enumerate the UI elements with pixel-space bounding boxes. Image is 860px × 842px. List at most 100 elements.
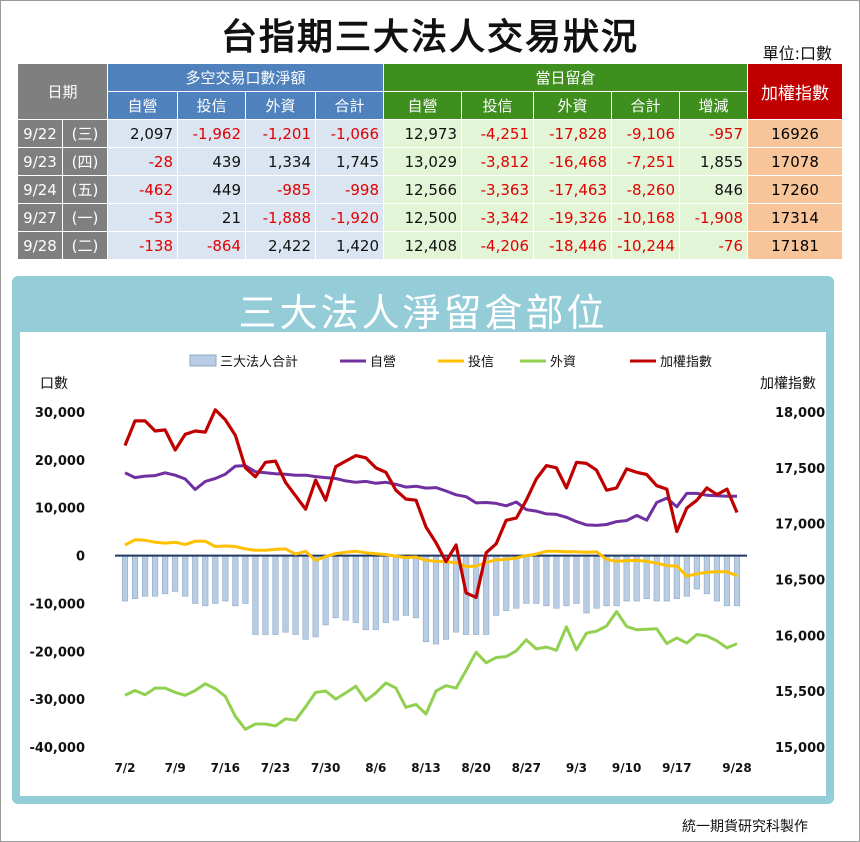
total-bar [292,555,299,635]
index-cell: 17314 [747,203,843,232]
x-tick-label: 7/23 [261,761,290,775]
oi-cell: -4,251 [461,119,534,148]
index-cell: 17078 [747,147,843,176]
net-cell: -462 [107,175,178,204]
plot-area: 口數 加權指數 30,000 20,000 10,000 0 -10,000 -20,000 -… [20,332,826,796]
oi-subheader: 投信 [461,91,534,120]
row-date: 9/27 [17,203,63,232]
row-weekday: (一) [62,203,108,232]
series-line-index [123,408,739,599]
oi-cell: -9,106 [611,119,680,148]
table-row: 9/24 (五) -462 449 -985 -998 12,566 -3,363 -17,46… [17,175,843,204]
y-right-tick: 16,000 [775,629,825,644]
total-bar [262,555,269,635]
series-line-trust [124,538,738,578]
net-group-header: 多空交易口數淨額 [107,63,384,92]
net-cell: -1,066 [315,119,384,148]
total-bar [392,555,399,621]
total-bar [232,555,239,607]
net-cell: -1,201 [245,119,316,148]
legend-label: 自營 [370,355,396,370]
index-cell: 16926 [747,119,843,148]
oi-cell: -76 [679,231,748,260]
total-bar [513,555,520,609]
total-bar [282,555,289,633]
total-bar [573,555,580,604]
table-row: 9/28 (二) -138 -864 2,422 1,420 12,408 -4,206 -18… [17,231,843,260]
total-bar [202,555,209,607]
legend-label: 加權指數 [660,355,712,370]
total-bar [402,555,409,616]
x-tick-label: 8/20 [461,761,490,775]
index-cell: 17260 [747,175,843,204]
footer-credit: 統一期貨研究科製作 [682,819,808,835]
total-bar [312,555,319,638]
row-date: 9/23 [17,147,63,176]
oi-cell: -4,206 [461,231,534,260]
total-bar [493,555,500,616]
total-bar [362,555,369,631]
net-cell: 1,745 [315,147,384,176]
row-weekday: (五) [62,175,108,204]
row-date: 9/28 [17,231,63,260]
oi-subheader: 合計 [611,91,680,120]
y-left-label: 口數 [40,376,68,392]
total-bar [182,555,189,597]
total-bar [152,555,159,597]
oi-cell: -3,342 [461,203,534,232]
y-left-tick: -20,000 [29,645,85,660]
oi-cell: 12,408 [383,231,462,260]
oi-cell: 1,855 [679,147,748,176]
oi-cell: -8,260 [611,175,680,204]
series-line-dealer [124,464,737,527]
total-bar [192,555,199,604]
index-header: 加權指數 [747,63,843,120]
oi-cell: -3,812 [461,147,534,176]
total-bar [432,555,440,645]
y-right-tick: 17,000 [775,518,825,533]
total-bar [172,555,179,592]
row-weekday: (三) [62,119,108,148]
oi-cell: -957 [679,119,748,148]
total-bar [583,555,590,614]
legend-swatch-total [189,354,217,367]
row-date: 9/22 [17,119,63,148]
total-bar [633,555,640,602]
total-bar [663,555,670,602]
total-bar [162,555,169,595]
total-bar [222,555,229,602]
total-bar [422,555,430,643]
oi-cell: -1,908 [679,203,748,232]
oi-cell: -19,326 [533,203,612,232]
table-row: 9/27 (一) -53 21 -1,888 -1,920 12,500 -3,342 -19,… [17,203,843,232]
oi-cell: 846 [679,175,748,204]
net-position-chart: 口數 加權指數 30,000 20,000 10,000 0 -10,000 -20,000 -… [29,354,825,775]
oi-cell: 13,029 [383,147,462,176]
x-tick-label: 8/6 [365,761,386,775]
x-tick-label: 7/9 [165,761,186,775]
legend-label: 投信 [468,354,494,370]
page-title: 台指期三大法人交易狀況 [220,17,639,58]
total-bar [342,555,349,621]
total-bar [142,555,149,597]
net-cell: -864 [177,231,246,260]
total-bar [733,555,741,607]
oi-group-header: 當日留倉 [383,63,748,92]
net-cell: 439 [177,147,246,176]
total-bar [603,555,610,607]
net-cell: 449 [177,175,246,204]
x-tick-label: 7/2 [114,761,135,775]
net-cell: -1,888 [245,203,316,232]
y-left-tick: 10,000 [35,502,85,517]
legend-label: 三大法人合計 [220,354,298,370]
oi-subheader: 外資 [533,91,612,120]
y-left-tick: 0 [76,550,85,565]
total-bar [372,555,379,631]
total-bar [352,555,359,623]
total-bar [272,555,279,635]
y-left-tick: -10,000 [29,597,85,612]
net-cell: -998 [315,175,384,204]
total-bar [673,555,680,599]
total-bar [322,555,329,626]
x-tick-label: 9/10 [612,761,641,775]
